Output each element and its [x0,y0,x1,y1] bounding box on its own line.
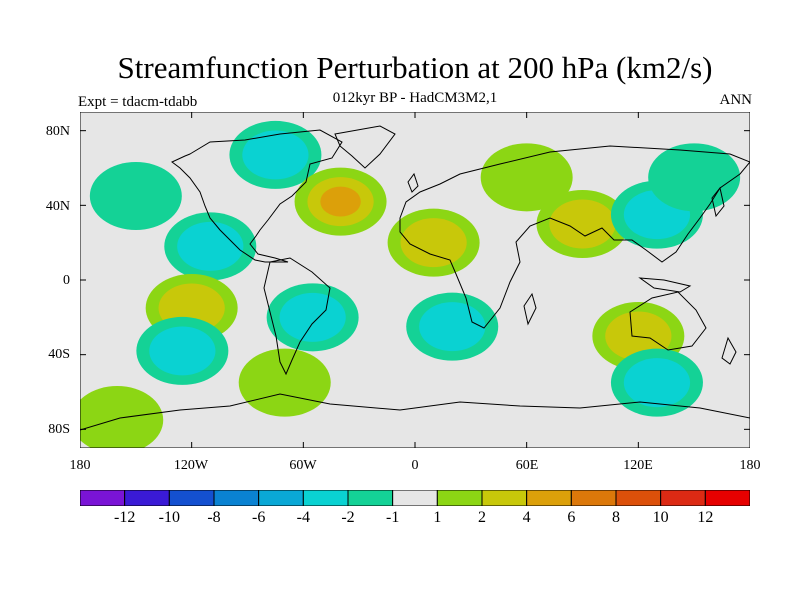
anomaly-contour [279,292,346,342]
anomaly-contour [623,358,691,408]
colorbar-swatch [570,490,617,506]
colorbar-boxes [80,490,750,506]
x-tick-label: 60E [515,458,539,473]
colorbar-label: -8 [207,509,221,526]
chart-title: Streamfunction Perturbation at 200 hPa (… [117,50,713,85]
coast-eurasia-africa [399,145,750,329]
coast-greenland [334,125,396,169]
anomaly-contour [419,302,486,352]
y-tick-label: 80S [48,422,70,437]
colorbar-swatch [526,490,572,506]
season-label: ANN [719,92,753,108]
x-tick-label: 180 [739,458,761,473]
x-tick-label: 60W [289,458,317,473]
anomaly-region [238,348,331,417]
y-tick-label: 80N [45,124,70,139]
colorbar-label: 1 [433,509,442,526]
axis-ticks [80,112,750,448]
x-tick-label: 180 [69,458,91,473]
coast-madagascar [523,292,537,326]
anomaly-contour [238,348,331,417]
colorbar-label: 6 [567,509,576,526]
anomaly-contour [177,221,244,271]
anomaly-region [536,190,629,258]
anomaly-contour [89,162,182,230]
colorbar-label: 8 [612,509,620,526]
x-tick-label: 120E [623,458,653,473]
colorbar-label: -12 [113,509,136,526]
colorbar-label: 2 [478,509,486,526]
anomaly-contour [242,130,309,180]
colorbar-label: -4 [296,509,310,526]
colorbar-swatch [704,490,750,506]
coast-japan [711,186,725,218]
anomaly-region [80,386,164,448]
anomaly-contour [80,386,164,448]
coast-indonesia [638,277,692,293]
anomaly-contour [549,199,616,249]
anomaly-contour [605,311,672,361]
coast-new-zealand [721,336,737,365]
colorbar-label: 10 [652,509,669,526]
colorbar-label: -1 [385,509,400,526]
coast-australia [629,291,707,351]
colorbar-swatch [392,490,438,506]
y-tick-label: 0 [63,273,70,288]
colorbar-label: -2 [341,509,355,526]
colorbar-swatch [347,490,394,506]
colorbar-swatch [436,490,483,506]
coast-north-america [171,129,343,263]
coast-uk [407,172,419,193]
anomaly-region [648,143,741,212]
anomaly-contour [320,186,361,217]
colorbar-swatch [258,490,304,506]
coastlines [80,125,750,431]
colorbar-swatch [168,490,215,506]
coast-antarctica [80,393,750,431]
anomaly-region [266,283,359,352]
anomaly-contour [648,143,741,212]
anomaly-region [480,143,573,212]
y-tick-label: 40N [45,199,70,214]
anomaly-region [406,292,499,361]
colorbar-swatch [80,490,126,506]
anomaly-region [89,162,182,230]
chart-subtitle: 012kyr BP - HadCM3M2,1 [332,90,498,106]
streamfunction-map [80,112,750,448]
colorbar [80,490,750,506]
colorbar-swatch [302,490,349,506]
x-tick-label: 0 [411,458,419,473]
colorbar-label: -6 [251,509,266,526]
y-tick-label: 40S [48,347,70,362]
anomaly-region [387,208,480,277]
colorbar-swatch [213,490,260,506]
colorbar-label: 12 [697,509,714,526]
anomaly-contour [480,143,573,212]
colorbar-swatch [481,490,528,506]
anomaly-region [136,316,229,385]
colorbar-swatch [660,490,706,506]
anomaly-region [229,120,322,189]
x-tick-label: 120W [173,458,209,473]
anomaly-region [164,212,257,281]
colorbar-label: -10 [158,509,180,526]
colorbar-label: 4 [522,509,531,526]
anomaly-region [294,167,387,236]
anomaly-contour [149,326,216,376]
experiment-label: Expt = tdacm-tdabb [78,94,198,110]
anomaly-region [610,348,703,417]
coast-south-america [263,257,331,376]
colorbar-swatch [124,490,170,506]
anomaly-contour [400,218,467,268]
colorbar-swatch [615,490,662,506]
